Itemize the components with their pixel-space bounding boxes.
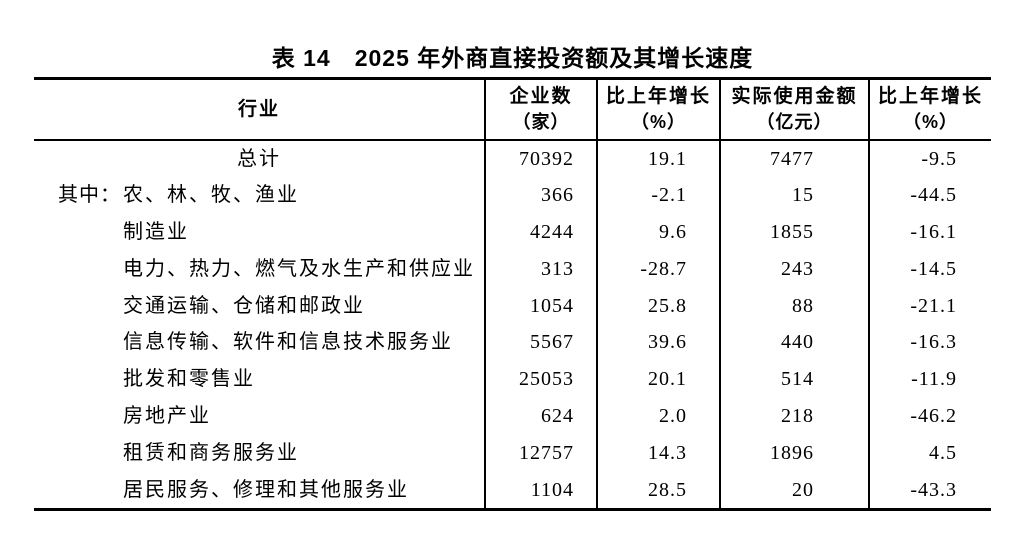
- column-header-enterprises-growth-sub: （%）: [630, 112, 686, 133]
- table-row: 其中： 农、林、牧、渔业 366 -2.1 15 -44.5: [34, 177, 991, 215]
- industry-label: 房地产业: [123, 405, 211, 428]
- table-row: 居民服务、修理和其他服务业 1104 28.5 20 -43.3: [34, 471, 991, 510]
- amount-cell: 440: [719, 324, 869, 362]
- column-header-amount: 实际使用金额 （亿元）: [719, 78, 869, 141]
- column-header-amount-growth-sub: （%）: [902, 112, 958, 133]
- industry-cell: 电力、热力、燃气及水生产和供应业: [34, 251, 485, 288]
- column-header-enterprises-growth-label: 比上年增长: [605, 86, 711, 108]
- enterprises-cell: 25053: [484, 361, 597, 399]
- enterprises-growth-cell: 28.5: [596, 471, 720, 510]
- column-header-amount-label: 实际使用金额: [731, 86, 858, 108]
- industry-label: 信息传输、软件和信息技术服务业: [123, 331, 453, 354]
- enterprises-growth-cell: 14.3: [596, 434, 720, 472]
- table-row: 电力、热力、燃气及水生产和供应业 313 -28.7 243 -14.5: [34, 250, 991, 288]
- enterprises-growth-cell: 19.1: [596, 139, 720, 178]
- table-header: 行业 企业数 （家） 比上年增长 （%） 实际使用金额 （亿元） 比上年增长: [34, 78, 991, 141]
- table-body: 总计 70392 19.1 7477 -9.5 其中： 农、林、牧、渔业 366 -2.1 15-…: [34, 139, 991, 510]
- industry-cell: 房地产业: [34, 398, 485, 435]
- column-header-enterprises: 企业数 （家）: [484, 78, 597, 141]
- amount-growth-cell: -43.3: [868, 471, 991, 510]
- amount-cell: 1896: [719, 434, 869, 472]
- column-header-enterprises-growth: 比上年增长 （%）: [596, 78, 720, 141]
- enterprises-cell: 313: [484, 250, 597, 288]
- column-header-enterprises-sub: （家）: [512, 112, 570, 133]
- column-header-amount-sub: （亿元）: [756, 112, 833, 133]
- amount-cell: 514: [719, 361, 869, 399]
- amount-cell: 1855: [719, 214, 869, 251]
- among-which-prefix: 其中：: [58, 184, 121, 207]
- industry-label: 总计: [237, 147, 281, 170]
- table-header-row: 行业 企业数 （家） 比上年增长 （%） 实际使用金额 （亿元） 比上年增长: [34, 78, 991, 141]
- amount-cell: 7477: [719, 139, 869, 178]
- table-row: 房地产业 624 2.0 218 -46.2: [34, 398, 991, 435]
- amount-growth-cell: 4.5: [868, 434, 991, 472]
- industry-cell: 交通运输、仓储和邮政业: [34, 288, 485, 325]
- industry-cell: 信息传输、软件和信息技术服务业: [34, 324, 485, 361]
- enterprises-growth-cell: 20.1: [596, 361, 720, 399]
- amount-growth-cell: -9.5: [868, 139, 991, 178]
- table-row: 总计 70392 19.1 7477 -9.5: [34, 139, 991, 178]
- column-header-amount-growth-label: 比上年增长: [877, 86, 983, 108]
- enterprises-cell: 70392: [484, 139, 597, 178]
- enterprises-cell: 4244: [484, 214, 597, 251]
- enterprises-growth-cell: 25.8: [596, 287, 720, 325]
- industry-label: 制造业: [123, 221, 189, 244]
- amount-growth-cell: -16.1: [868, 214, 991, 251]
- amount-cell: 88: [719, 287, 869, 325]
- table-row: 信息传输、软件和信息技术服务业 5567 39.6 440 -16.3: [34, 324, 991, 362]
- industry-cell: 其中： 农、林、牧、渔业: [34, 177, 485, 214]
- industry-label: 电力、热力、燃气及水生产和供应业: [123, 257, 475, 280]
- enterprises-cell: 5567: [484, 324, 597, 362]
- industry-label: 农、林、牧、渔业: [123, 184, 299, 207]
- amount-growth-cell: -44.5: [868, 177, 991, 215]
- industry-cell: 租赁和商务服务业: [34, 435, 485, 472]
- enterprises-growth-cell: 39.6: [596, 324, 720, 362]
- enterprises-growth-cell: -28.7: [596, 250, 720, 288]
- amount-cell: 243: [719, 250, 869, 288]
- table-row: 交通运输、仓储和邮政业 1054 25.8 88 -21.1: [34, 287, 991, 325]
- column-header-enterprises-label: 企业数: [509, 86, 573, 108]
- amount-cell: 15: [719, 177, 869, 215]
- column-header-industry-label: 行业: [237, 98, 280, 120]
- table-row: 租赁和商务服务业 12757 14.3 1896 4.5: [34, 434, 991, 472]
- industry-cell: 批发和零售业: [34, 361, 485, 398]
- industry-label: 居民服务、修理和其他服务业: [123, 478, 409, 501]
- industry-cell: 总计: [34, 140, 485, 178]
- amount-growth-cell: -16.3: [868, 324, 991, 362]
- amount-growth-cell: -14.5: [868, 250, 991, 288]
- table-row: 批发和零售业 25053 20.1 514 -11.9: [34, 361, 991, 399]
- industry-label: 租赁和商务服务业: [123, 441, 299, 464]
- amount-growth-cell: -46.2: [868, 398, 991, 435]
- enterprises-cell: 12757: [484, 434, 597, 472]
- fdi-table: 行业 企业数 （家） 比上年增长 （%） 实际使用金额 （亿元） 比上年增长: [34, 77, 991, 512]
- table-row: 制造业 4244 9.6 1855 -16.1: [34, 214, 991, 251]
- industry-label: 批发和零售业: [123, 368, 255, 391]
- amount-growth-cell: -11.9: [868, 361, 991, 399]
- enterprises-cell: 366: [484, 177, 597, 215]
- column-header-amount-growth: 比上年增长 （%）: [868, 78, 991, 141]
- enterprises-growth-cell: 2.0: [596, 398, 720, 435]
- industry-label: 交通运输、仓储和邮政业: [123, 294, 365, 317]
- industry-cell: 制造业: [34, 214, 485, 251]
- column-header-industry: 行业: [34, 78, 485, 141]
- amount-cell: 218: [719, 398, 869, 435]
- amount-cell: 20: [719, 471, 869, 510]
- enterprises-cell: 624: [484, 398, 597, 435]
- table-title: 表 14 2025 年外商直接投资额及其增长速度: [271, 45, 754, 71]
- industry-cell: 居民服务、修理和其他服务业: [34, 472, 485, 510]
- enterprises-growth-cell: 9.6: [596, 214, 720, 251]
- amount-growth-cell: -21.1: [868, 287, 991, 325]
- enterprises-cell: 1104: [484, 471, 597, 510]
- enterprises-cell: 1054: [484, 287, 597, 325]
- enterprises-growth-cell: -2.1: [596, 177, 720, 215]
